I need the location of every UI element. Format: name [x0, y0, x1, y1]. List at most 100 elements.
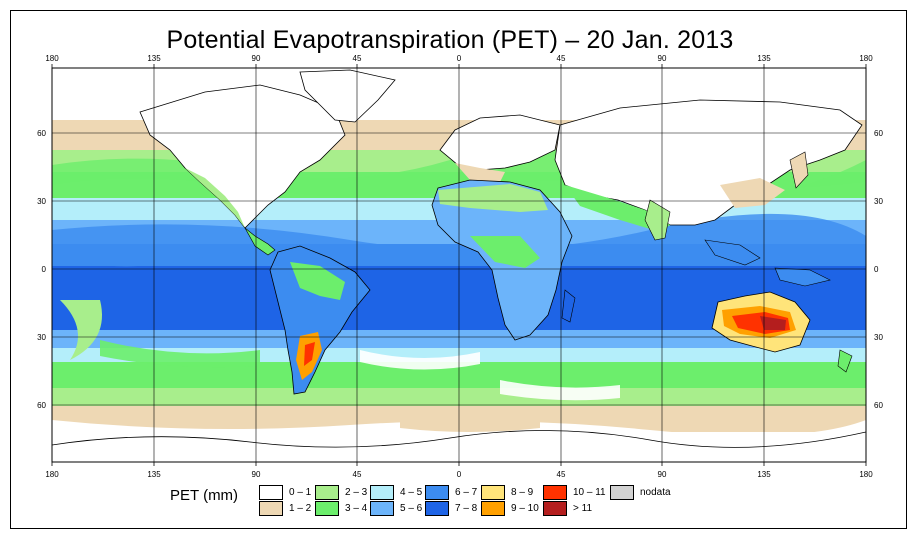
lon-tick-top: 45 [353, 54, 362, 63]
legend-swatch [370, 484, 394, 500]
lat-tick-right: 60 [874, 129, 883, 138]
lon-labels-top: 180 135 90 45 0 45 90 135 180 [45, 54, 873, 63]
lat-tick-left: 0 [42, 265, 47, 274]
lat-labels-right: 60 30 0 30 60 [874, 129, 883, 410]
tick-marks [51, 64, 867, 466]
legend-item: nodata [610, 484, 671, 500]
legend-swatch [425, 500, 449, 516]
legend-item: 9 – 10 [481, 500, 539, 516]
legend-item: 2 – 3 [315, 484, 367, 500]
legend-title: PET (mm) [170, 487, 239, 504]
legend-item: 8 – 9 [481, 484, 533, 500]
lat-tick-left: 60 [37, 401, 46, 410]
lon-tick-bottom: 45 [557, 470, 566, 479]
texture-indian-ocean-white [500, 380, 620, 401]
lon-tick-bottom: 90 [252, 470, 261, 479]
lon-tick-top: 180 [45, 54, 59, 63]
legend-swatch [315, 484, 339, 500]
legend-item: 4 – 5 [370, 484, 422, 500]
legend-item: 6 – 7 [425, 484, 477, 500]
legend-swatch [370, 500, 394, 516]
lon-tick-bottom: 0 [457, 470, 462, 479]
sahara-green [438, 184, 548, 212]
legend-item-label: 3 – 4 [345, 502, 368, 514]
legend-item-label: 6 – 7 [455, 486, 478, 498]
central-africa-green [470, 236, 540, 268]
lon-tick-bottom: 45 [353, 470, 362, 479]
lon-tick-top: 0 [457, 54, 462, 63]
lat-tick-right: 30 [874, 333, 883, 342]
lat-tick-right: 0 [874, 265, 879, 274]
legend-item-label: 0 – 1 [289, 486, 312, 498]
legend-item: 0 – 1 [259, 484, 311, 500]
legend-item: 7 – 8 [425, 500, 477, 516]
lon-tick-bottom: 90 [658, 470, 667, 479]
legend-item-label: 4 – 5 [400, 486, 423, 498]
central-america [244, 227, 276, 256]
lon-tick-top: 90 [252, 54, 261, 63]
mediterranean-tan [455, 163, 505, 182]
southeast-asia-islands [704, 239, 761, 266]
australia-over-11 [760, 316, 786, 330]
legend-swatch [481, 484, 505, 500]
texture-equatorial-blue [52, 213, 866, 267]
lon-labels-bottom: 180 135 90 45 0 45 90 135 180 [45, 470, 873, 479]
legend-item: 10 – 11 [543, 484, 606, 500]
legend-item-label: 2 – 3 [345, 486, 368, 498]
legend-swatch [315, 500, 339, 516]
amazon-green [290, 262, 345, 300]
legend-item-label: nodata [640, 486, 671, 498]
legend-swatch [425, 484, 449, 500]
legend-item: 3 – 4 [315, 500, 367, 516]
lon-tick-bottom: 180 [45, 470, 59, 479]
legend-swatch [543, 500, 567, 516]
greenland [299, 69, 396, 123]
lon-tick-bottom: 180 [859, 470, 873, 479]
south-asia-green [565, 185, 670, 232]
new-zealand [837, 349, 853, 373]
lon-tick-bottom: 135 [757, 470, 771, 479]
antarctica-coastline [52, 430, 866, 448]
india [644, 199, 671, 241]
lat-tick-left: 30 [37, 333, 46, 342]
lon-tick-bottom: 135 [147, 470, 161, 479]
graticule [52, 68, 866, 462]
legend-swatch [481, 500, 505, 516]
east-asia-tan [720, 178, 785, 208]
legend-item: 1 – 2 [259, 500, 311, 516]
legend-item-label: > 11 [573, 502, 592, 514]
legend-item-label: 5 – 6 [400, 502, 423, 514]
legend-swatch [543, 484, 567, 500]
map-title: Potential Evapotranspiration (PET) – 20 … [166, 26, 734, 54]
lon-tick-top: 135 [147, 54, 161, 63]
legend-swatch [259, 484, 283, 500]
lon-tick-top: 180 [859, 54, 873, 63]
lat-tick-left: 30 [37, 197, 46, 206]
legend-swatch [259, 500, 283, 516]
legend-item-label: 1 – 2 [289, 502, 312, 514]
legend-item-label: 10 – 11 [573, 486, 606, 498]
legend-item-label: 8 – 9 [511, 486, 534, 498]
legend-item: 5 – 6 [370, 500, 422, 516]
continent-south-america [269, 245, 371, 395]
japan [789, 151, 809, 189]
lon-tick-top: 45 [557, 54, 566, 63]
legend-item: > 11 [543, 500, 592, 516]
madagascar [561, 289, 576, 323]
legend-item-label: 7 – 8 [455, 502, 478, 514]
lat-tick-right: 30 [874, 197, 883, 206]
lat-tick-left: 60 [37, 129, 46, 138]
texture-south-pacific-green [60, 300, 102, 360]
texture-south-pacific-band [100, 340, 260, 368]
texture-south-atlantic-white [360, 350, 480, 370]
texture-southern-tan [400, 408, 540, 432]
lat-labels-left: 60 30 0 30 60 [37, 129, 46, 410]
lon-tick-top: 135 [757, 54, 771, 63]
argentina-hotspot [304, 342, 315, 366]
lon-tick-top: 90 [658, 54, 667, 63]
legend-swatch [610, 484, 634, 500]
legend-item-label: 9 – 10 [511, 502, 539, 514]
new-guinea [774, 267, 831, 287]
lat-tick-right: 60 [874, 401, 883, 410]
